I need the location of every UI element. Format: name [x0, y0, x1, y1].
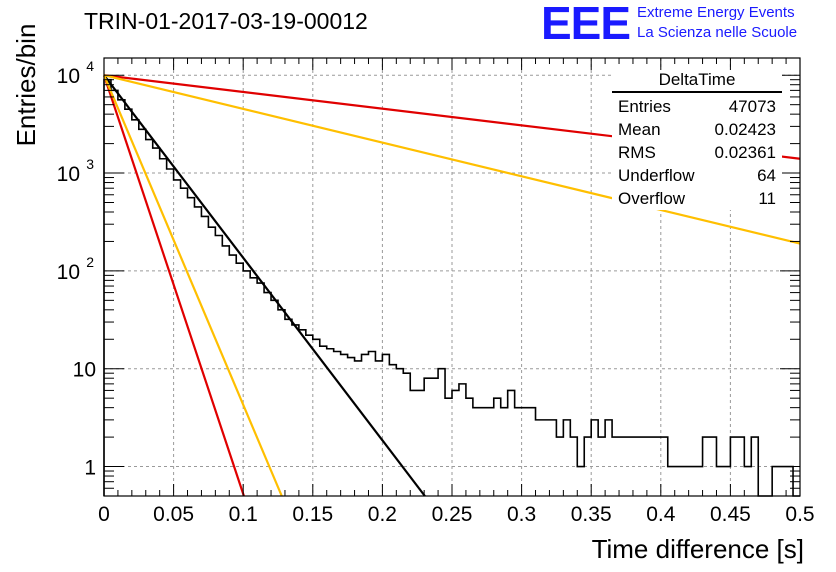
y-tick-exponent: 2	[86, 254, 94, 270]
stats-row-rms: RMS 0.02361	[612, 141, 782, 164]
x-tick-label: 0.2	[368, 503, 397, 526]
y-tick-label: 1	[84, 457, 96, 480]
x-tick-label: 0.35	[571, 503, 612, 526]
x-tick-label: 0.15	[292, 503, 333, 526]
series-line	[102, 74, 245, 497]
x-tick-label: 0	[98, 503, 110, 526]
series-line	[103, 74, 801, 245]
y-tick-label: 10	[57, 65, 80, 88]
plot-area	[102, 74, 801, 497]
stats-label: Underflow	[618, 166, 695, 185]
stats-label: Mean	[618, 120, 661, 139]
stats-value: 47073	[728, 97, 776, 116]
x-tick-label: 0.5	[785, 503, 814, 526]
x-axis-label: Time difference [s]	[591, 534, 804, 564]
stats-label: Overflow	[618, 189, 686, 208]
stats-value: 11	[758, 189, 776, 208]
y-tick-exponent: 3	[86, 156, 94, 172]
x-tick-label: 0.45	[710, 503, 751, 526]
axes: 0 0.05 0.1 0.15 0.2 0.25 0.3 0.35 0.4 0.45 0.5 1 10 1…	[57, 58, 815, 526]
histogram	[103, 78, 800, 497]
y-axis-label: Entries/bin	[11, 23, 41, 147]
chart-title: TRIN-01-2017-03-19-00012	[84, 8, 368, 34]
stats-box: DeltaTime Entries 47073 Mean 0.02423 RMS…	[612, 70, 782, 210]
y-tick-exponent: 4	[86, 58, 94, 74]
series-line	[103, 74, 426, 497]
series-line	[102, 74, 283, 497]
logo-subtitle-2: La Scienza nelle Scuole	[637, 24, 798, 41]
stats-title: DeltaTime	[612, 70, 782, 93]
logo-subtitle-1: Extreme Energy Events	[637, 4, 795, 21]
stats-row-entries: Entries 47073	[612, 95, 782, 118]
stats-row-mean: Mean 0.02423	[612, 118, 782, 141]
eee-logo: EEE	[541, 0, 631, 49]
x-tick-label: 0.1	[229, 503, 258, 526]
x-tick-label: 0.4	[646, 503, 676, 526]
stats-value: 0.02361	[714, 143, 776, 162]
stats-row-underflow: Underflow 64	[612, 164, 782, 187]
x-tick-label: 0.25	[432, 503, 473, 526]
y-tick-label: 10	[57, 163, 80, 186]
y-tick-label: 10	[57, 261, 80, 284]
stats-row-overflow: Overflow 11	[612, 187, 782, 210]
stats-label: Entries	[618, 97, 671, 116]
stats-value: 64	[757, 166, 776, 185]
stats-value: 0.02423	[714, 120, 776, 139]
y-tick-label: 10	[73, 359, 96, 382]
x-tick-label: 0.3	[507, 503, 536, 526]
x-tick-label: 0.05	[153, 503, 194, 526]
stats-label: RMS	[618, 143, 656, 162]
